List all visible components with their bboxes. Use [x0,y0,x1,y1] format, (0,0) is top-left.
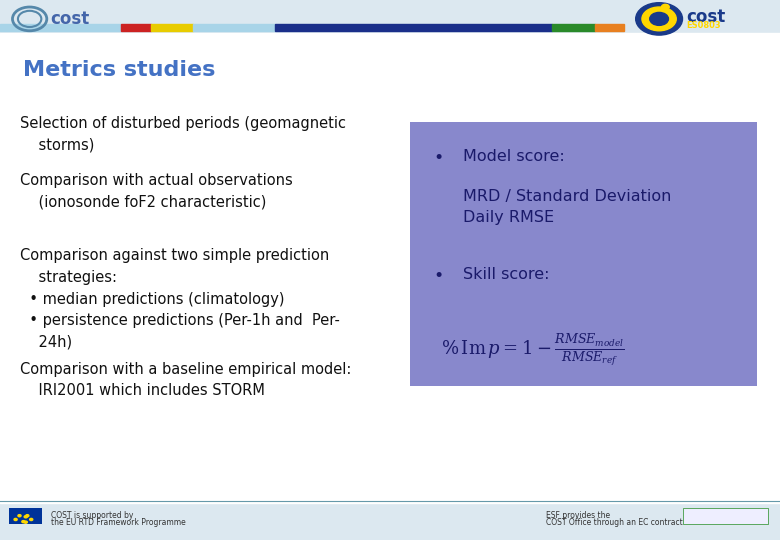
Text: •: • [433,148,443,166]
Bar [682,508,768,524]
Text: •: • [433,267,443,285]
Text: Comparison with actual observations
    (ionosonde foF2 characteristic): Comparison with actual observations (ion… [20,173,292,210]
Text: ESF provides the: ESF provides the [546,511,610,520]
Text: Comparison against two simple prediction
    strategies:
  • median predictions : Comparison against two simple prediction… [20,248,339,350]
Text: $\%\,\mathrm{Im}\,p = 1 - \frac{RMSE_{model}}{RMSE_{ref}}$: $\%\,\mathrm{Im}\,p = 1 - \frac{RMSE_{mo… [441,332,625,368]
Circle shape [30,518,33,521]
Text: the EU RTD Framework Programme: the EU RTD Framework Programme [51,518,186,527]
Bar [552,24,595,31]
Circle shape [24,516,27,518]
Bar [0,24,121,31]
Text: Selection of disturbed periods (geomagnetic
    storms): Selection of disturbed periods (geomagne… [20,116,346,153]
Circle shape [636,3,682,35]
Bar [9,508,42,524]
Circle shape [22,521,25,523]
Bar [151,24,193,31]
Text: ES0803: ES0803 [686,21,721,30]
Bar [595,24,624,31]
Text: COST Office through an EC contract: COST Office through an EC contract [546,518,682,527]
Circle shape [14,518,17,521]
Text: COST is supported by: COST is supported by [51,511,133,520]
Text: cost: cost [51,10,90,28]
Circle shape [18,515,21,517]
Bar [0,33,780,503]
Bar [275,24,552,31]
Bar [121,24,151,31]
Circle shape [26,515,29,517]
Text: Model score:: Model score: [463,148,564,164]
Circle shape [642,7,676,31]
Text: Skill score:: Skill score: [463,267,549,282]
Text: Comparison with a baseline empirical model:
    IRI2001 which includes STORM: Comparison with a baseline empirical mod… [20,362,351,399]
Circle shape [661,4,669,10]
Text: cost: cost [686,8,725,26]
Text: Metrics studies: Metrics studies [23,60,216,80]
Bar [193,24,275,31]
Circle shape [24,521,27,523]
Text: MRD / Standard Deviation
Daily RMSE: MRD / Standard Deviation Daily RMSE [463,189,671,225]
Circle shape [650,12,668,25]
Bar [410,122,757,386]
